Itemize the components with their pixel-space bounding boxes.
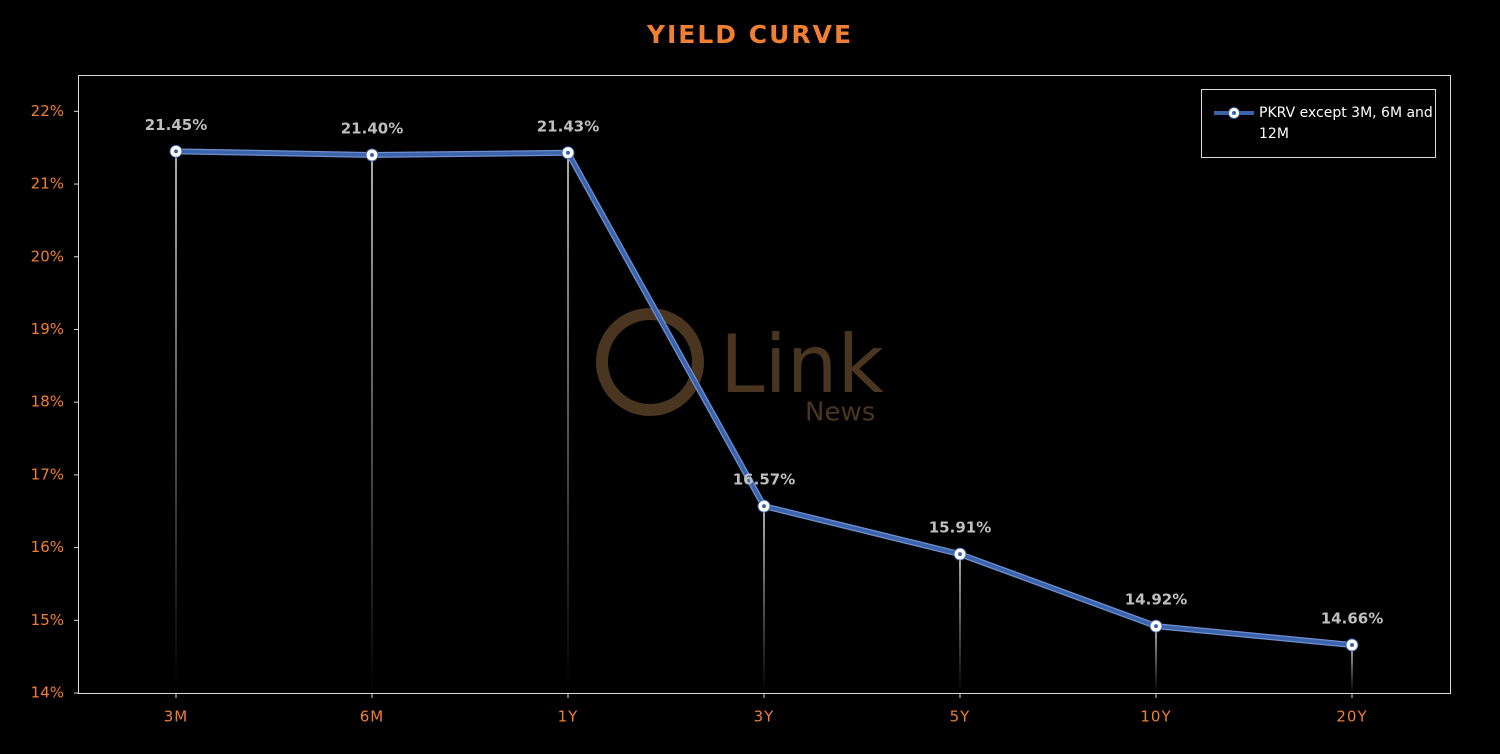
y-tick-label: 22% (31, 102, 64, 120)
marker-dot (1350, 643, 1354, 648)
drop-line (567, 152, 569, 693)
drop-line (959, 554, 961, 693)
y-tick-label: 20% (31, 247, 64, 265)
drop-line (175, 151, 177, 693)
y-tick-label: 16% (31, 538, 64, 556)
drop-line (371, 154, 373, 694)
value-label: 14.66% (1321, 610, 1383, 628)
value-label: 16.57% (733, 471, 795, 489)
marker-dot (566, 150, 570, 155)
value-label: 21.40% (341, 119, 403, 137)
legend-marker-dot (1232, 111, 1236, 115)
x-tick-label: 5Y (950, 708, 971, 726)
y-tick-label: 17% (31, 465, 64, 483)
value-label: 15.91% (929, 519, 991, 537)
marker-dot (762, 504, 766, 509)
x-tick-label: 1Y (558, 708, 579, 726)
legend-label: PKRV except 3M, 6M and 12M (1259, 105, 1433, 142)
x-tick-label: 3M (164, 708, 189, 726)
y-tick-label: 19% (31, 320, 64, 338)
y-tick-label: 15% (31, 611, 64, 629)
x-tick-label: 20Y (1336, 708, 1367, 726)
value-label: 14.92% (1125, 591, 1187, 609)
y-tick-label: 21% (31, 175, 64, 193)
watermark: Link (720, 318, 885, 411)
y-tick-label: 14% (31, 684, 64, 702)
y-tick-label: 18% (31, 393, 64, 411)
chart-title: YIELD CURVE (646, 20, 853, 49)
marker-dot (1154, 624, 1158, 629)
watermark: News (805, 398, 875, 428)
watermark-logo (596, 308, 704, 416)
value-label: 21.45% (145, 116, 207, 134)
x-tick-label: 10Y (1140, 708, 1171, 726)
marker-dot (370, 152, 374, 157)
x-tick-label: 3Y (754, 708, 775, 726)
value-label: 21.43% (537, 117, 599, 135)
legend (1201, 89, 1436, 158)
drop-line (1351, 645, 1353, 693)
drop-line (763, 506, 765, 693)
marker-dot (174, 149, 178, 154)
x-tick-label: 6M (360, 708, 385, 726)
marker-dot (958, 552, 962, 557)
drop-line (1155, 626, 1157, 693)
